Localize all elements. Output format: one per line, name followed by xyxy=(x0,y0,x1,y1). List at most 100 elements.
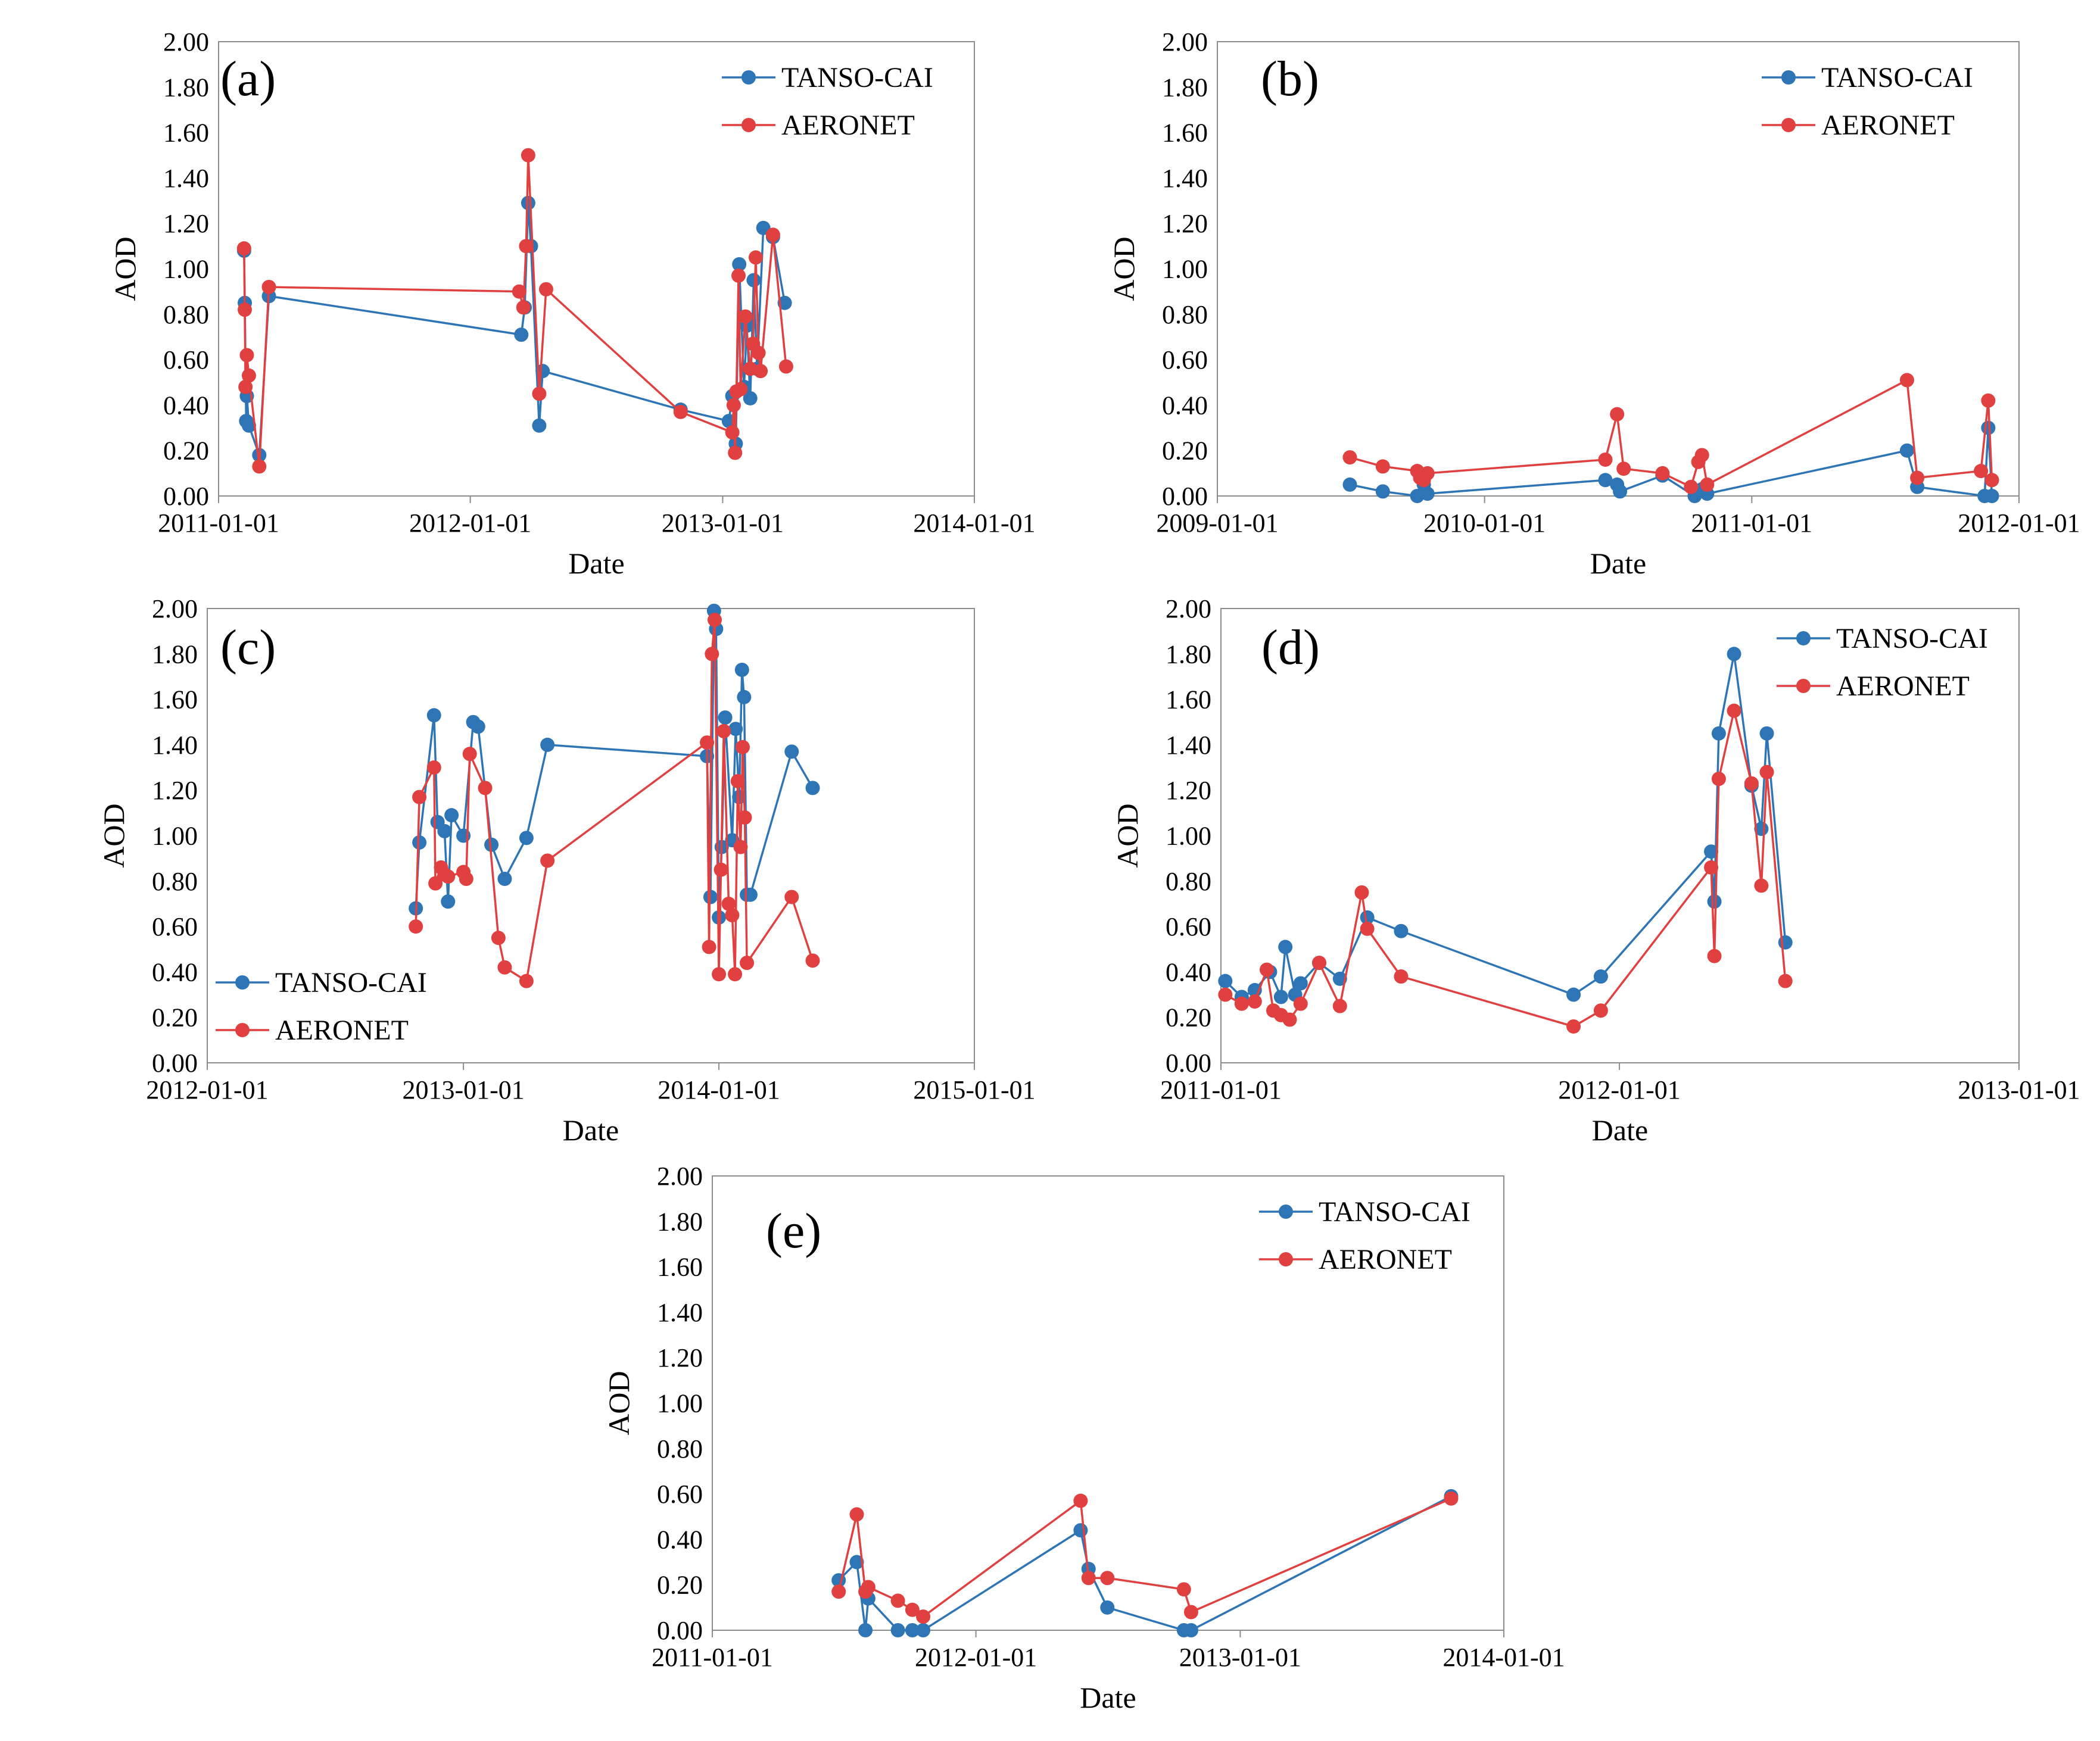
data-point-aeronet xyxy=(1778,974,1793,988)
data-point-tanso-cai xyxy=(497,871,512,886)
y-tick-label: 1.20 xyxy=(1166,776,1211,805)
data-point-aeronet xyxy=(1293,996,1308,1011)
legend-label: TANSO-CAI xyxy=(781,62,933,93)
y-tick-label: 1.00 xyxy=(163,255,209,284)
data-point-tanso-cai xyxy=(858,1623,873,1637)
data-point-tanso-cai xyxy=(1360,910,1375,925)
data-point-aeronet xyxy=(409,919,423,934)
data-point-aeronet xyxy=(532,386,547,401)
data-point-tanso-cai xyxy=(1218,974,1233,988)
data-point-tanso-cai xyxy=(471,719,485,734)
data-point-aeronet xyxy=(519,239,534,254)
data-point-aeronet xyxy=(1899,373,1914,388)
data-point-aeronet xyxy=(1700,477,1715,492)
y-tick-label: 0.40 xyxy=(152,957,198,987)
data-point-aeronet xyxy=(512,284,526,299)
data-point-aeronet xyxy=(238,379,253,394)
series-line-aeronet xyxy=(1350,378,1993,489)
legend-label: AERONET xyxy=(781,110,915,141)
data-point-aeronet xyxy=(459,871,473,886)
y-tick-label: 0.80 xyxy=(1162,300,1208,329)
y-tick-label: 1.40 xyxy=(163,164,209,193)
y-tick-label: 0.20 xyxy=(152,1003,198,1032)
data-point-aeronet xyxy=(1610,407,1625,422)
data-point-aeronet xyxy=(1910,470,1925,485)
data-point-aeronet xyxy=(702,940,716,954)
legend-label: TANSO-CAI xyxy=(1319,1196,1470,1228)
data-point-aeronet xyxy=(1974,464,1989,479)
y-tick-label: 1.80 xyxy=(152,639,198,669)
data-point-aeronet xyxy=(1727,703,1741,718)
y-tick-label: 1.20 xyxy=(163,209,209,238)
y-tick-label: 1.60 xyxy=(1166,685,1211,715)
data-point-tanso-cai xyxy=(1984,489,1999,503)
series-line-tanso-cai xyxy=(1225,653,1787,999)
chart-panel-0: 0.00 0.20 0.40 0.60 0.80 1.00 1.20 1.40 1.60 1.80… xyxy=(108,27,1036,580)
data-point-aeronet xyxy=(1218,987,1233,1002)
data-point-aeronet xyxy=(905,1602,920,1617)
data-point-aeronet xyxy=(1694,448,1709,463)
y-tick-label: 0.60 xyxy=(152,912,198,941)
data-point-aeronet xyxy=(1616,461,1631,476)
x-tick-label: 2011-01-01 xyxy=(1691,508,1812,538)
data-point-tanso-cai xyxy=(1073,1523,1088,1538)
data-point-aeronet xyxy=(1744,776,1759,791)
y-tick-label: 2.00 xyxy=(152,594,198,623)
data-point-aeronet xyxy=(478,781,493,795)
y-tick-label: 0.40 xyxy=(1166,957,1211,987)
data-point-aeronet xyxy=(426,760,441,775)
data-point-aeronet xyxy=(1259,962,1274,977)
data-point-aeronet xyxy=(1073,1493,1088,1508)
y-axis-title: AOD xyxy=(1111,803,1144,868)
data-point-tanso-cai xyxy=(1183,1623,1198,1637)
data-point-aeronet xyxy=(441,869,456,884)
x-tick-label: 2015-01-01 xyxy=(913,1075,1035,1104)
data-point-aeronet xyxy=(708,613,722,628)
x-tick-label: 2011-01-01 xyxy=(652,1643,773,1672)
data-point-tanso-cai xyxy=(890,1623,905,1637)
panel-label: (b) xyxy=(1261,51,1319,107)
data-point-tanso-cai xyxy=(1727,647,1741,662)
y-axis-title: AOD xyxy=(1107,236,1141,301)
data-point-aeronet xyxy=(721,896,736,911)
data-point-tanso-cai xyxy=(734,663,749,678)
y-tick-label: 1.20 xyxy=(1162,209,1208,238)
y-tick-label: 1.80 xyxy=(657,1207,703,1236)
data-point-aeronet xyxy=(540,853,555,868)
chart-panel-3: 0.00 0.20 0.40 0.60 0.80 1.00 1.20 1.40 1.60 1.80… xyxy=(1111,594,2080,1147)
legend-label: TANSO-CAI xyxy=(1821,62,1973,93)
data-point-tanso-cai xyxy=(1375,484,1390,499)
data-point-aeronet xyxy=(748,250,763,265)
data-point-tanso-cai xyxy=(1613,484,1628,499)
legend-label: AERONET xyxy=(1821,110,1955,141)
series-line-aeronet xyxy=(1225,710,1787,1028)
data-point-aeronet xyxy=(1981,393,1996,408)
data-point-tanso-cai xyxy=(532,418,547,433)
x-axis-title: Date xyxy=(1590,547,1646,580)
x-tick-label: 2011-01-01 xyxy=(158,508,279,538)
legend-label: AERONET xyxy=(1836,670,1970,702)
data-point-aeronet xyxy=(239,348,254,363)
data-point-aeronet xyxy=(730,773,745,788)
data-point-aeronet xyxy=(1655,466,1670,481)
legend-marker xyxy=(1781,70,1796,85)
legend-marker xyxy=(1781,118,1796,132)
y-tick-label: 0.20 xyxy=(1166,1003,1211,1032)
y-tick-label: 1.60 xyxy=(657,1253,703,1282)
data-point-aeronet xyxy=(1754,878,1769,893)
y-tick-label: 1.00 xyxy=(152,822,198,851)
chart-panel-4: 0.00 0.20 0.40 0.60 0.80 1.00 1.20 1.40 1.60 1.80… xyxy=(602,1162,1565,1714)
data-point-aeronet xyxy=(1081,1571,1096,1586)
series-line-tanso-cai xyxy=(1350,428,1993,498)
data-point-aeronet xyxy=(861,1580,875,1595)
data-point-aeronet xyxy=(712,967,727,982)
data-point-tanso-cai xyxy=(241,418,256,433)
x-tick-label: 2012-01-01 xyxy=(915,1643,1037,1672)
data-point-aeronet xyxy=(237,302,252,317)
y-tick-label: 0.40 xyxy=(1162,391,1208,420)
data-point-aeronet xyxy=(733,382,748,397)
x-tick-label: 2013-01-01 xyxy=(1179,1643,1301,1672)
panel-label: (d) xyxy=(1261,620,1320,675)
data-point-aeronet xyxy=(716,724,731,739)
data-point-aeronet xyxy=(700,735,715,750)
